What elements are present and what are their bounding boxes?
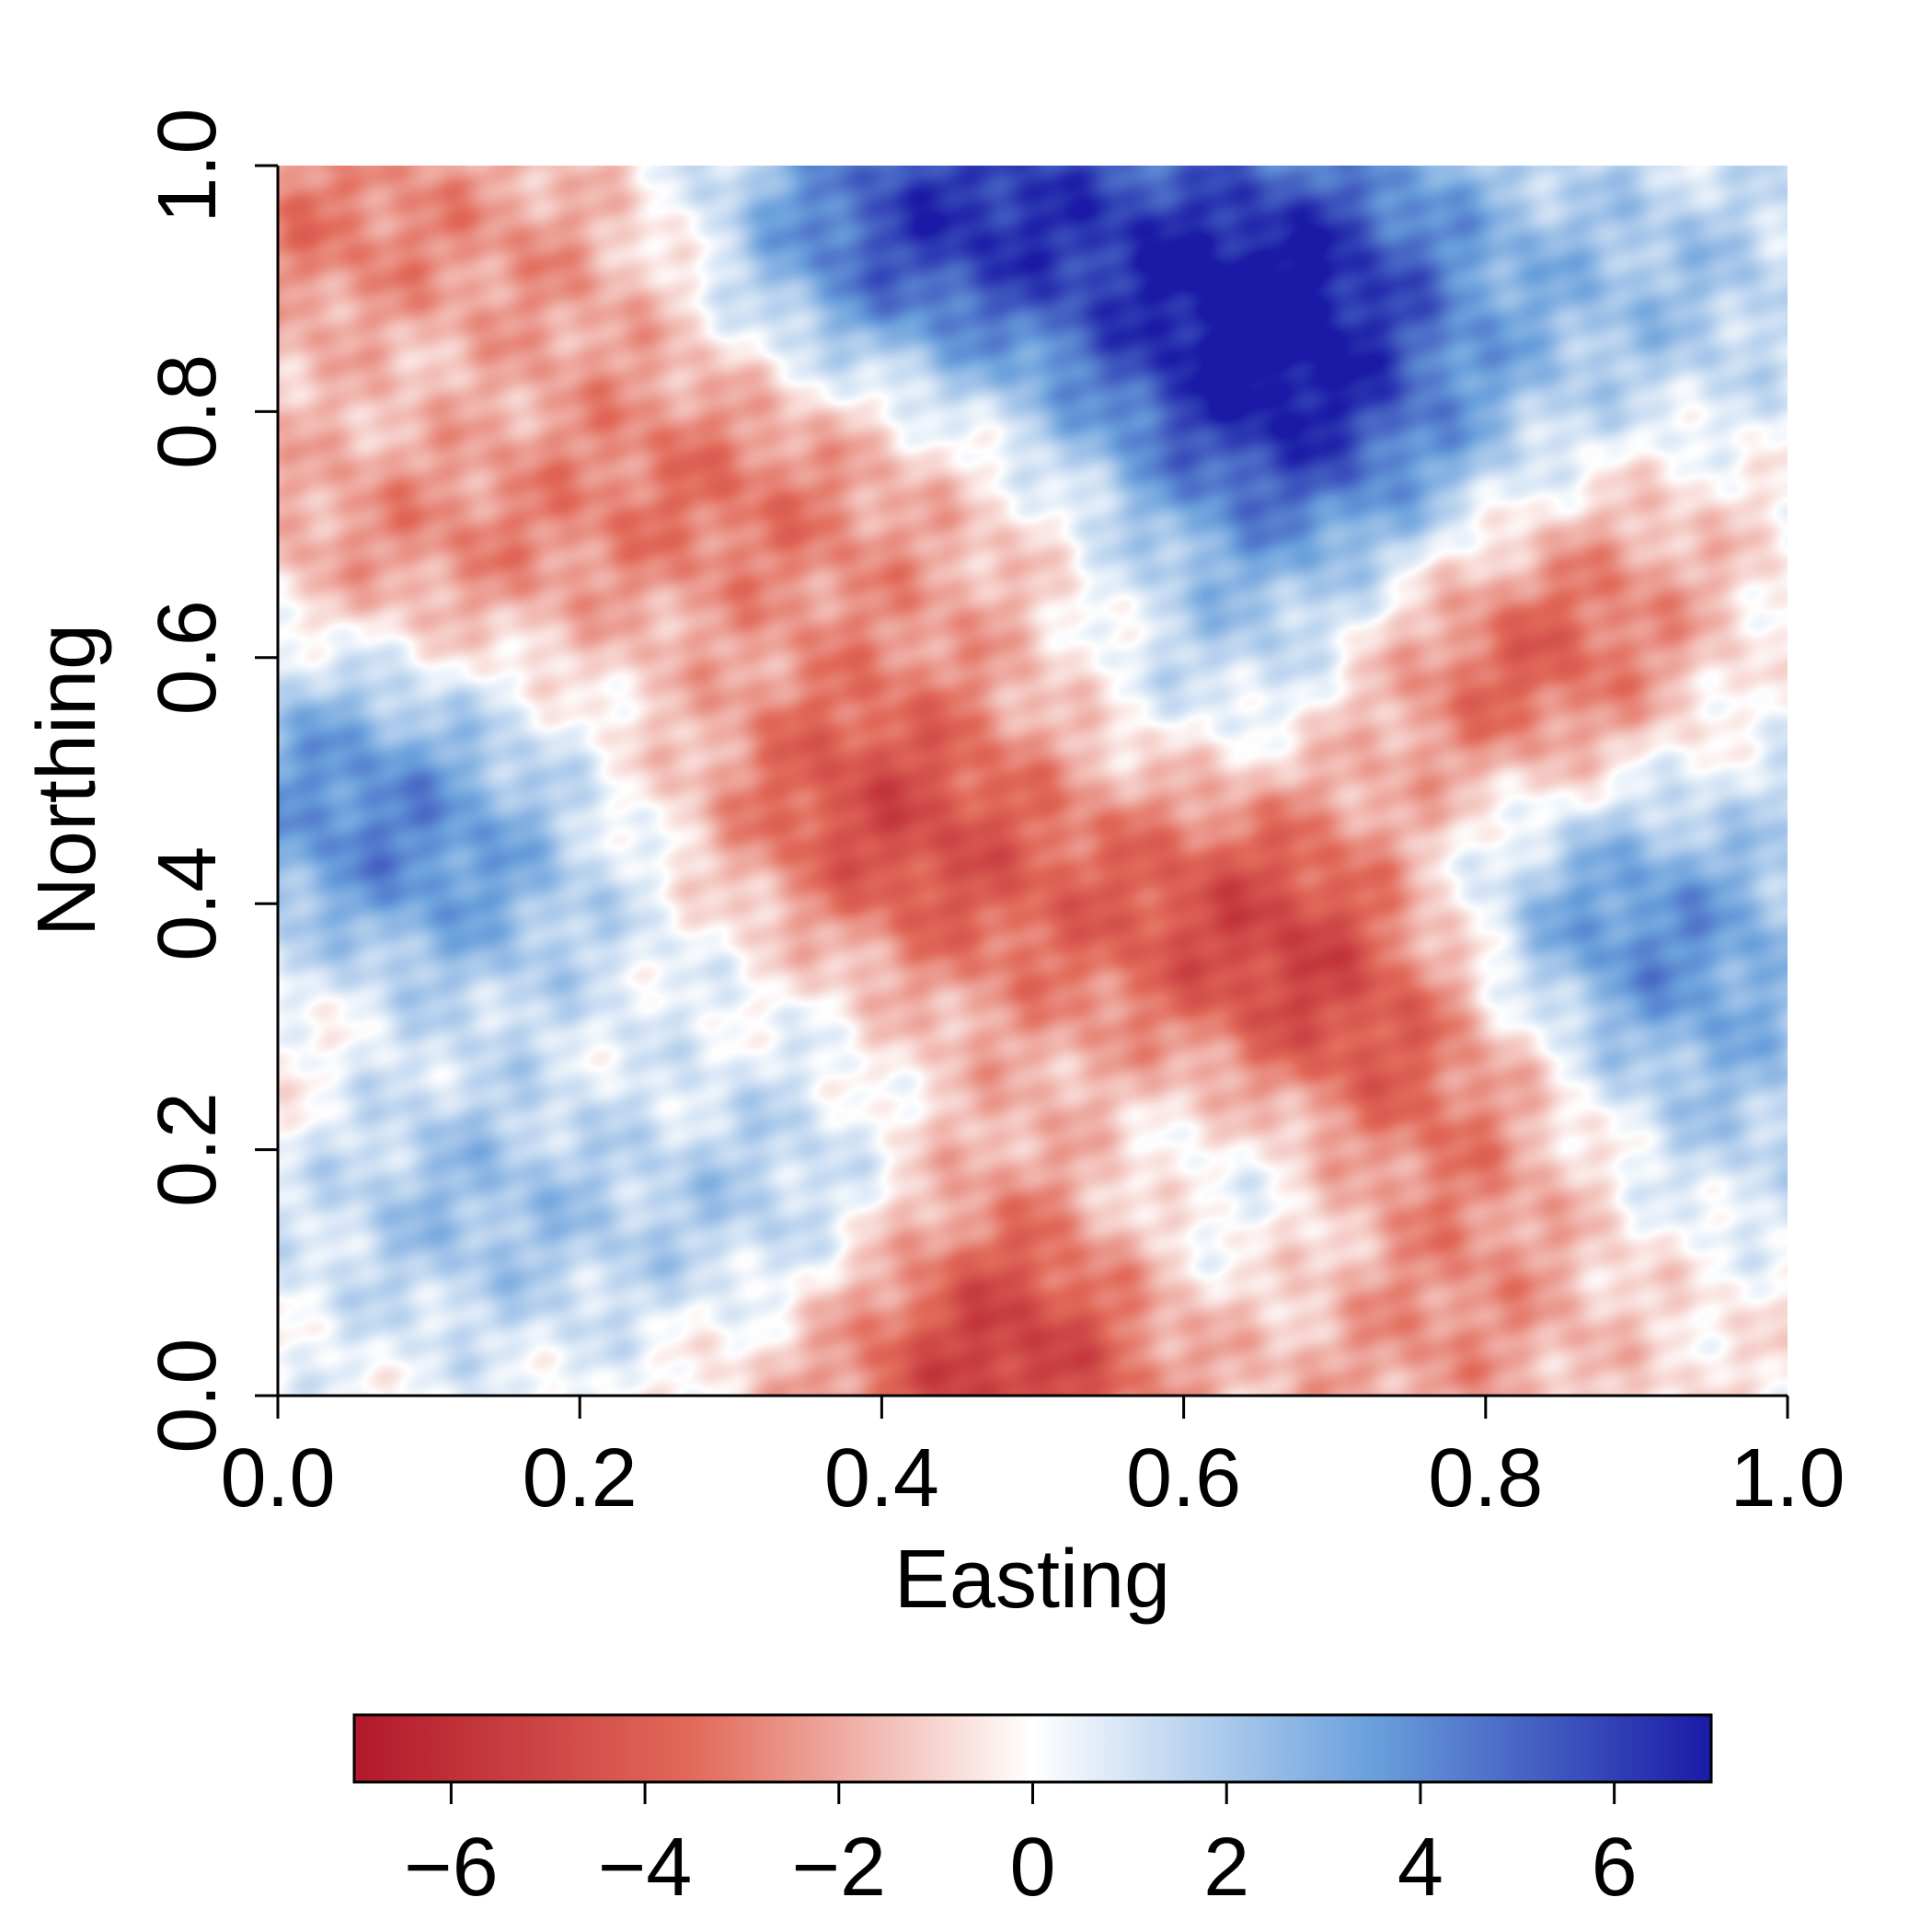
colorbar-tick-label: −4 [598,1822,693,1914]
y-tick-label: 0.8 [142,354,234,469]
x-axis-label: Easting [894,1534,1170,1626]
x-tick-label: 0.2 [523,1432,638,1524]
colorbar-ticks: −6 −4 −2 0 2 4 6 [404,1782,1638,1914]
colorbar-tick-label: 2 [1203,1822,1249,1914]
heatmap-field [278,166,1788,1396]
x-tick-label: 1.0 [1730,1432,1845,1524]
colorbar-tick-label: 0 [1009,1822,1055,1914]
x-tick-label: 0.4 [824,1432,939,1524]
colorbar-tick-label: −6 [404,1822,499,1914]
x-tick-label: 0.0 [220,1432,335,1524]
y-tick-label: 0.2 [142,1092,234,1207]
x-axis: 0.0 0.2 0.4 0.6 0.8 1.0 [220,1396,1846,1524]
y-tick-label: 0.6 [142,600,234,715]
colorbar-gradient [352,1713,1713,1784]
y-tick-label: 0.0 [142,1338,234,1453]
x-tick-label: 0.8 [1428,1432,1543,1524]
y-tick-label: 0.4 [142,846,234,961]
y-axis: 0.0 0.2 0.4 0.6 0.8 1.0 [142,108,278,1454]
x-tick-label: 0.6 [1126,1432,1241,1524]
colorbar-tick-label: 6 [1592,1822,1638,1914]
colorbar-tick-label: −2 [791,1822,886,1914]
colorbar: −6 −4 −2 0 2 4 6 [352,1713,1713,1914]
y-tick-label: 1.0 [142,108,234,223]
y-axis-label: Northing [21,624,113,937]
plot-axes [276,166,1788,1397]
colorbar-tick-label: 4 [1397,1822,1443,1914]
